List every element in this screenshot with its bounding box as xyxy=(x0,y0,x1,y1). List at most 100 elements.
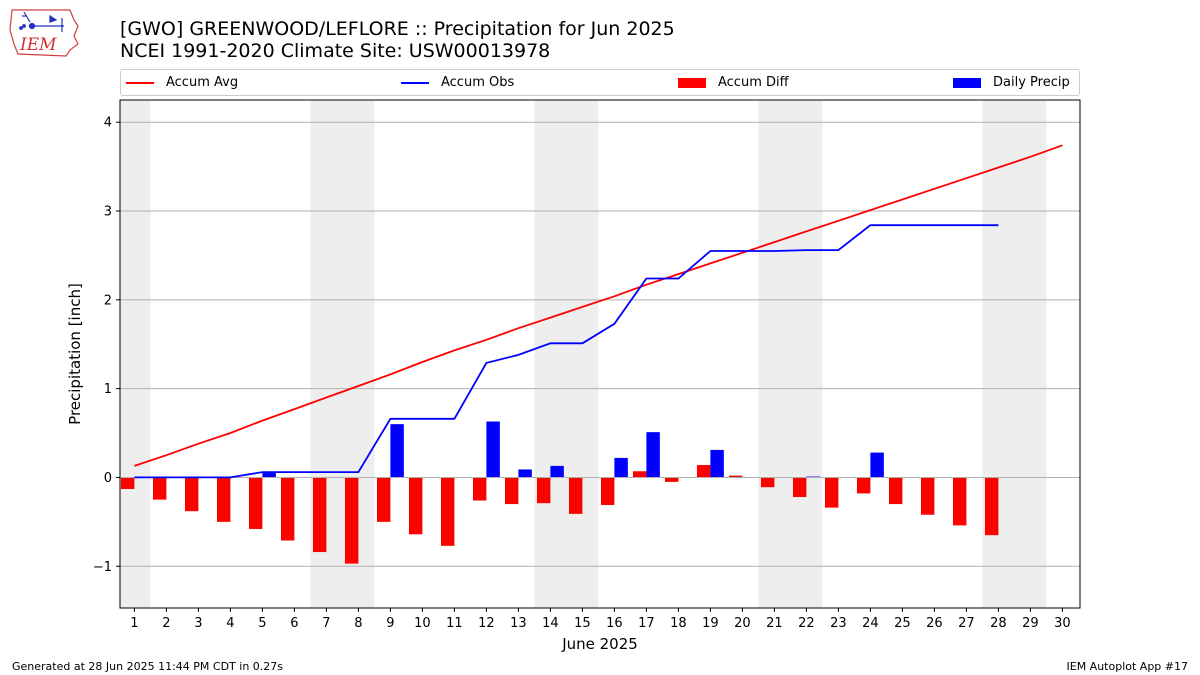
legend-swatch-accum-diff xyxy=(678,77,706,88)
daily-precip-bar xyxy=(870,452,884,478)
chart-title: [GWO] GREENWOOD/LEFLORE :: Precipitation… xyxy=(120,18,675,62)
legend-swatch-daily-precip xyxy=(953,77,981,88)
daily-precip-bar xyxy=(518,469,532,478)
legend-label-accum-diff: Accum Diff xyxy=(718,75,789,90)
accum-diff-bar xyxy=(984,477,999,536)
x-tick-label: 27 xyxy=(958,616,975,631)
legend-item-accum-diff: Accum Diff xyxy=(678,70,789,95)
daily-precip-bar xyxy=(646,432,660,478)
legend-item-accum-obs: Accum Obs xyxy=(401,70,514,95)
daily-precip-bar xyxy=(550,465,564,478)
accum-diff-bar xyxy=(376,477,391,522)
x-tick-label: 12 xyxy=(478,616,495,631)
legend-label-accum-avg: Accum Avg xyxy=(166,75,239,90)
daily-precip-bar xyxy=(614,457,628,478)
accum-diff-bar xyxy=(760,477,775,488)
x-tick-label: 1 xyxy=(130,616,138,631)
x-tick-label: 20 xyxy=(734,616,751,631)
accum-diff-bar xyxy=(408,477,423,535)
y-tick-label: −1 xyxy=(93,560,112,575)
accum-diff-bar xyxy=(440,477,455,546)
x-tick-label: 8 xyxy=(354,616,362,631)
accum-diff-bar xyxy=(888,477,903,505)
x-tick-label: 2 xyxy=(162,616,170,631)
iem-logo: IEM xyxy=(9,9,79,57)
accum-diff-bar xyxy=(696,465,711,478)
accum-diff-bar xyxy=(792,477,807,497)
accum-diff-bar xyxy=(184,477,199,512)
accum-diff-bar xyxy=(568,477,583,514)
legend-swatch-accum-avg xyxy=(126,81,154,84)
x-tick-label: 23 xyxy=(830,616,847,631)
accum-diff-bar xyxy=(664,477,679,482)
accum-diff-bar xyxy=(728,475,743,478)
x-tick-label: 14 xyxy=(542,616,559,631)
x-tick-label: 5 xyxy=(258,616,266,631)
weekend-band xyxy=(758,100,823,608)
x-tick-label: 22 xyxy=(798,616,815,631)
x-tick-label: 4 xyxy=(226,616,234,631)
x-tick-label: 25 xyxy=(894,616,911,631)
x-tick-label: 29 xyxy=(1022,616,1039,631)
x-tick-label: 10 xyxy=(414,616,431,631)
y-tick-label: 4 xyxy=(104,116,112,131)
accum-diff-bar xyxy=(952,477,967,526)
x-tick-label: 26 xyxy=(926,616,943,631)
accum-diff-bar xyxy=(312,477,327,553)
legend-swatch-accum-obs xyxy=(401,81,429,84)
accum-diff-bar xyxy=(504,477,519,505)
app-credit: IEM Autoplot App #17 xyxy=(1066,660,1189,673)
x-tick-label: 9 xyxy=(386,616,394,631)
weekend-band xyxy=(120,100,151,608)
accum-diff-bar xyxy=(152,477,167,500)
iowa-state-outline-icon xyxy=(9,9,79,57)
x-tick-label: 24 xyxy=(862,616,879,631)
y-tick-label: 2 xyxy=(104,293,112,308)
legend-item-daily-precip: Daily Precip xyxy=(953,70,1070,95)
daily-precip-bar xyxy=(390,424,404,478)
accum-diff-bar xyxy=(248,477,263,529)
accum-obs-line xyxy=(134,224,999,479)
x-tick-label: 11 xyxy=(446,616,463,631)
legend-label-accum-obs: Accum Obs xyxy=(441,75,515,90)
legend-item-accum-avg: Accum Avg xyxy=(126,70,238,95)
daily-precip-bar xyxy=(486,421,500,478)
accum-diff-bar xyxy=(632,471,647,478)
x-tick-label: 7 xyxy=(322,616,330,631)
accum-diff-bar xyxy=(920,477,935,515)
plot-frame xyxy=(119,99,1081,609)
accum-diff-bar xyxy=(600,477,615,505)
x-tick-label: 30 xyxy=(1054,616,1071,631)
x-tick-label: 16 xyxy=(606,616,623,631)
x-axis-label: June 2025 xyxy=(561,635,638,653)
x-tick-label: 21 xyxy=(766,616,783,631)
y-axis-label: Precipitation [inch] xyxy=(66,283,84,425)
legend-label-daily-precip: Daily Precip xyxy=(993,75,1070,90)
x-tick-label: 18 xyxy=(670,616,687,631)
accum-diff-bar xyxy=(120,477,135,489)
chart-legend: Accum Avg Accum Obs Accum Diff Daily Pre… xyxy=(120,69,1080,96)
x-tick-label: 3 xyxy=(194,616,202,631)
x-tick-label: 17 xyxy=(638,616,655,631)
logo-text: IEM xyxy=(19,35,57,55)
accum-diff-bar xyxy=(216,477,231,522)
accum-diff-bar xyxy=(472,477,487,501)
accum-avg-line xyxy=(134,144,1063,467)
chart-title-line1: [GWO] GREENWOOD/LEFLORE :: Precipitation… xyxy=(120,18,675,40)
chart-title-line2: NCEI 1991-2020 Climate Site: USW00013978 xyxy=(120,40,551,62)
x-tick-label: 28 xyxy=(990,616,1007,631)
accum-diff-bar xyxy=(824,477,839,508)
x-tick-label: 13 xyxy=(510,616,527,631)
weather-symbols-icon xyxy=(19,11,64,32)
x-tick-label: 6 xyxy=(290,616,298,631)
accum-diff-bar xyxy=(344,477,359,564)
accum-diff-bar xyxy=(536,477,551,504)
y-tick-label: 1 xyxy=(104,382,112,397)
daily-precip-bar xyxy=(262,472,276,478)
accum-diff-bar xyxy=(280,477,295,541)
generated-timestamp: Generated at 28 Jun 2025 11:44 PM CDT in… xyxy=(12,660,284,673)
weekend-band xyxy=(534,100,599,608)
accum-diff-bar xyxy=(856,477,871,494)
daily-precip-bar xyxy=(710,449,724,478)
